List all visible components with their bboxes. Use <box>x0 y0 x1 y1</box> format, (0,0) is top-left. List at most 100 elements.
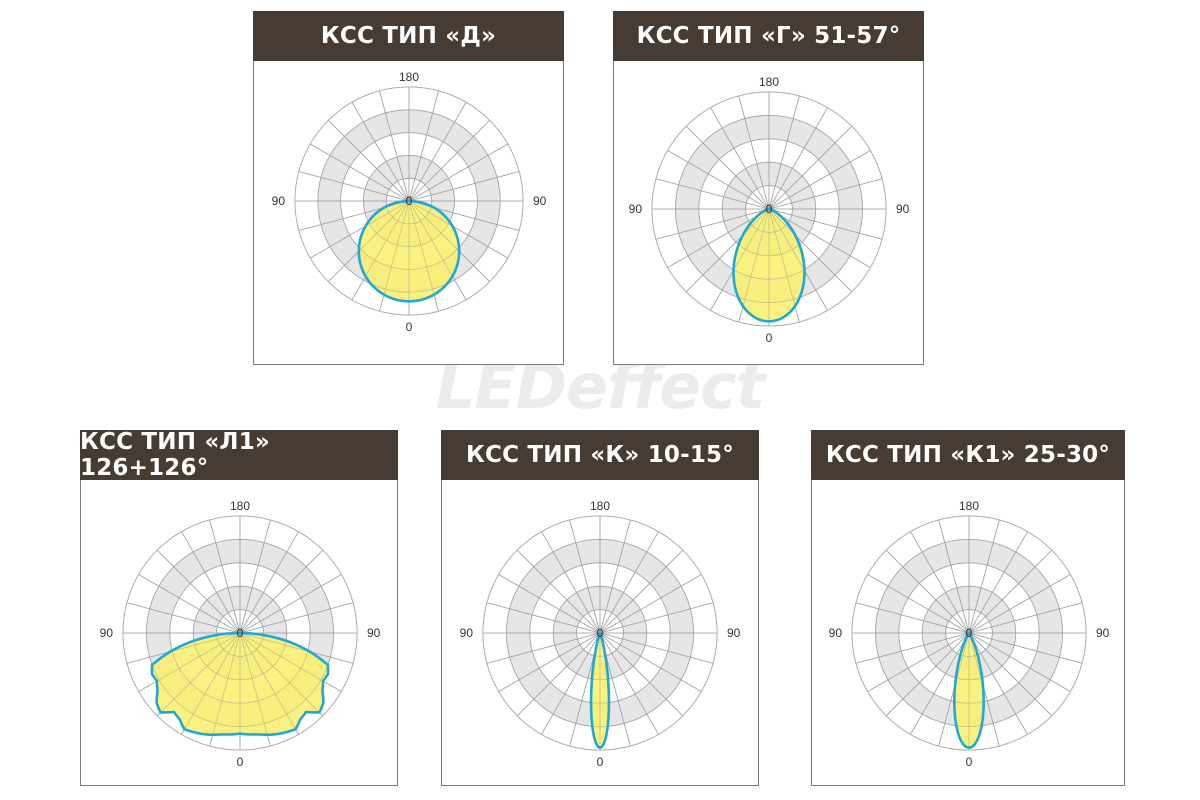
grid-overlay <box>295 87 523 315</box>
grid-spoke-overlay <box>968 519 1000 634</box>
grid-spoke-overlay <box>768 126 852 210</box>
grid-spoke-overlay <box>768 150 871 210</box>
grid-spoke-overlay <box>239 632 323 716</box>
grid-spoke-overlay <box>599 550 683 634</box>
grid-spoke-overlay <box>768 178 883 210</box>
intensity-curve-outline <box>357 199 461 303</box>
axis-label-0-bottom: 0 <box>406 320 413 334</box>
grid-spoke-overlay <box>710 107 770 210</box>
diagram-title: КСС ТИП «Л1» 126+126° <box>80 429 398 481</box>
grid-spoke-overlay <box>298 171 410 202</box>
grid-overlay <box>483 516 717 750</box>
grid-spoke-overlay <box>379 200 410 312</box>
grid-spoke-overlay <box>408 143 508 202</box>
diagram-title: КСС ТИП «К» 10-15° <box>441 430 759 480</box>
grid-spoke-overlay <box>138 574 241 634</box>
axis-label-180: 180 <box>959 499 979 513</box>
grid-spoke-overlay <box>408 200 508 259</box>
axis-label-90-left: 90 <box>100 626 114 640</box>
grid-spoke-overlay <box>157 632 241 716</box>
diagram-panel-g: КСС ТИП «Г» 51-57° 180 90 90 0 0 <box>613 11 924 365</box>
grid-spoke-overlay <box>855 602 970 634</box>
diagram-panel-d: КСС ТИП «Д» 180 90 90 0 0 <box>253 11 564 365</box>
grid-spoke-overlay <box>738 208 770 323</box>
grid-spoke-overlay <box>517 632 601 716</box>
axis-label-90-left: 90 <box>829 626 843 640</box>
grid-spoke-overlay <box>126 632 241 664</box>
grid-spoke-overlay <box>968 632 1083 664</box>
grid-spoke-overlay <box>328 120 410 202</box>
axis-label-0-center: 0 <box>237 626 244 640</box>
grid-spoke-overlay <box>239 632 354 664</box>
grid-spoke-overlay <box>599 632 714 664</box>
grid-spoke-overlay <box>686 126 770 210</box>
grid-spoke-overlay <box>298 200 410 231</box>
grid-spoke-overlay <box>239 632 342 692</box>
grid-spoke-overlay <box>239 632 271 747</box>
grid-spoke-overlay <box>408 200 520 231</box>
grid-overlay <box>123 516 357 750</box>
grid-spoke-overlay <box>486 602 601 634</box>
axis-label-90-right: 90 <box>896 202 910 216</box>
grid-spoke-overlay <box>379 90 410 202</box>
grid-spoke-overlay <box>710 208 770 311</box>
axis-label-180: 180 <box>399 70 419 84</box>
grid-spoke-overlay <box>768 95 800 210</box>
intensity-curve-outline <box>953 631 985 749</box>
axis-label-0-bottom: 0 <box>597 755 604 769</box>
diagram-title: КСС ТИП «Д» <box>253 11 564 61</box>
grid-spoke-overlay <box>768 208 800 323</box>
grid-spoke-overlay <box>599 602 714 634</box>
intensity-curve-outline <box>589 631 611 749</box>
grid-spoke-overlay <box>408 200 467 300</box>
axis-label-90-right: 90 <box>533 194 547 208</box>
diagram-panel-k: КСС ТИП «К» 10-15° 180 90 90 0 0 <box>441 430 759 786</box>
grid-spoke-overlay <box>408 171 520 202</box>
grid-spoke-overlay <box>157 550 241 634</box>
axis-label-180: 180 <box>230 499 250 513</box>
grid-spoke-overlay <box>310 143 410 202</box>
diagram-title: КСС ТИП «К1» 25-30° <box>811 430 1125 480</box>
grid-spoke-overlay <box>768 208 828 311</box>
grid-spoke-overlay <box>768 208 883 240</box>
grid-spoke-overlay <box>126 602 241 634</box>
grid-spoke-overlay <box>910 632 970 735</box>
axis-label-0-bottom: 0 <box>766 331 773 345</box>
axis-label-90-left: 90 <box>460 626 474 640</box>
intensity-curve-outline <box>150 631 330 737</box>
grid-spoke-overlay <box>181 531 241 634</box>
grid-spoke-overlay <box>855 632 970 664</box>
grid-spoke-overlay <box>239 574 342 634</box>
grid-spoke-overlay <box>938 519 970 634</box>
grid-spoke-overlay <box>239 550 323 634</box>
grid-spoke-overlay <box>886 632 970 716</box>
grid-spoke-overlay <box>569 519 601 634</box>
grid-overlay <box>852 516 1086 750</box>
grid-spoke-overlay <box>599 531 659 634</box>
grid-spoke-overlay <box>599 574 702 634</box>
grid-spoke-overlay <box>886 550 970 634</box>
grid-spoke-overlay <box>351 102 410 202</box>
axis-label-90-left: 90 <box>629 202 643 216</box>
grid-spoke-overlay <box>768 208 852 292</box>
grid-spoke-overlay <box>498 574 601 634</box>
grid-spoke-overlay <box>910 531 970 634</box>
grid-spoke-overlay <box>541 632 601 735</box>
grid-spoke-overlay <box>408 102 467 202</box>
grid-spoke-overlay <box>486 632 601 664</box>
axis-label-180: 180 <box>590 499 610 513</box>
grid-spoke-overlay <box>541 531 601 634</box>
grid-spoke-overlay <box>655 178 770 210</box>
polar-diagram-k: 180 90 90 0 0 <box>460 499 741 769</box>
grid-spoke-overlay <box>968 574 1071 634</box>
polar-diagram-g: 180 90 90 0 0 <box>629 75 910 345</box>
polar-diagram-d: 180 90 90 0 0 <box>272 70 547 334</box>
grid-spoke-overlay <box>239 531 299 634</box>
grid-spoke-overlay <box>408 120 490 202</box>
axis-label-90-right: 90 <box>367 626 381 640</box>
grid-spoke-overlay <box>667 208 770 268</box>
grid-spoke-overlay <box>209 519 241 634</box>
grid-spoke-overlay <box>599 632 683 716</box>
polar-diagram-k1: 180 90 90 0 0 <box>829 499 1110 769</box>
grid-spoke-overlay <box>599 632 702 692</box>
